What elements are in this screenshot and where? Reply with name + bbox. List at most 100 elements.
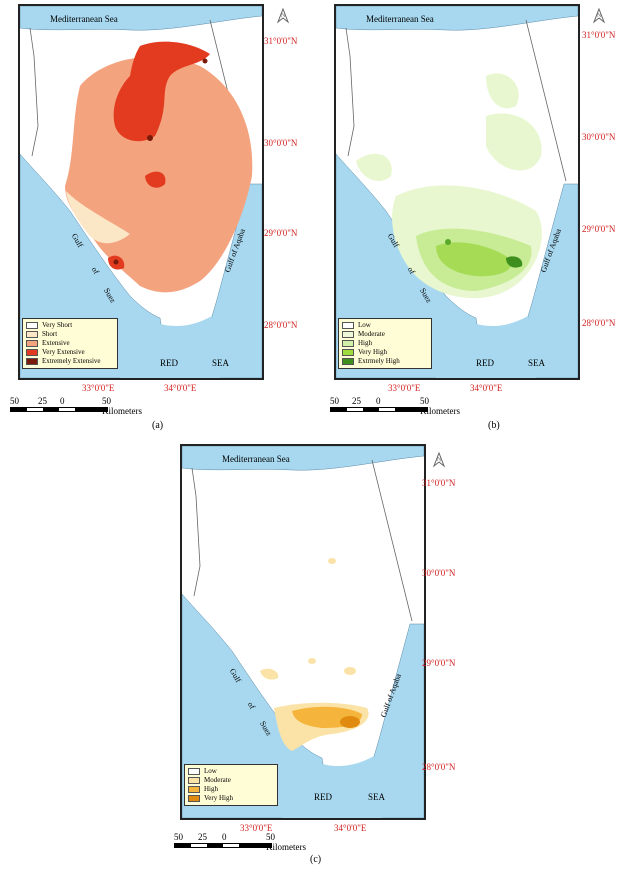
scale-numbers: 50 25 0 50 Kilometers bbox=[330, 396, 460, 416]
mediterranean-label: Mediterranean Sea bbox=[50, 14, 118, 24]
scale-km: 50 Kilometers bbox=[420, 396, 460, 416]
legend-swatch bbox=[342, 322, 354, 329]
legend-row: Moderate bbox=[188, 776, 274, 785]
mediterranean-label: Mediterranean Sea bbox=[222, 454, 290, 464]
map-frame-c: Mediterranean Sea Gulf of Suez Gulf of A… bbox=[180, 444, 426, 820]
map-frame-a: Mediterranean Sea Gulf of Suez Gulf of A… bbox=[18, 4, 264, 380]
zone-moderate-1 bbox=[486, 73, 519, 109]
zone-moderate-4 bbox=[260, 668, 279, 680]
sinai-border bbox=[345, 19, 567, 182]
gulf-of-aqaba bbox=[371, 623, 424, 818]
panel-a: Mediterranean Sea Gulf of Suez Gulf of A… bbox=[0, 0, 320, 440]
legend-row: Very High bbox=[342, 348, 428, 357]
map-a bbox=[20, 6, 262, 378]
red-label: RED bbox=[476, 358, 494, 368]
lon-34: 34°0'0"E bbox=[164, 383, 197, 393]
red-label: RED bbox=[160, 358, 178, 368]
zone-moderate-2 bbox=[308, 658, 316, 664]
legend-label: Low bbox=[358, 321, 371, 329]
legend-label: Moderate bbox=[204, 776, 231, 784]
legend-swatch bbox=[26, 358, 38, 365]
legend-swatch bbox=[26, 349, 38, 356]
legend-label: High bbox=[204, 785, 218, 793]
red-sea bbox=[282, 746, 382, 818]
mediterranean-sea bbox=[20, 6, 262, 31]
legend-swatch bbox=[26, 331, 38, 338]
lat-31: 31°0'0"N bbox=[582, 30, 616, 40]
red-sea bbox=[120, 306, 220, 378]
map-frame-b: Mediterranean Sea Gulf of Suez Gulf of A… bbox=[334, 4, 580, 380]
scale-0: 0 bbox=[60, 396, 65, 406]
legend-label: Very Short bbox=[42, 321, 73, 329]
zone-extreme-1 bbox=[506, 256, 523, 268]
lat-30: 30°0'0"N bbox=[582, 132, 616, 142]
mediterranean-label: Mediterranean Sea bbox=[366, 14, 434, 24]
svg-text:N: N bbox=[597, 13, 602, 19]
scale-25: 25 bbox=[38, 396, 47, 406]
legend-swatch bbox=[26, 322, 38, 329]
lat-30: 30°0'0"N bbox=[422, 568, 456, 578]
lat-31: 31°0'0"N bbox=[264, 36, 298, 46]
lat-28: 28°0'0"N bbox=[264, 320, 298, 330]
zone-moderate-3 bbox=[356, 153, 392, 181]
zone-very-extensive-1 bbox=[113, 41, 210, 142]
caption-b: (b) bbox=[488, 420, 500, 431]
lon-33: 33°0'0"E bbox=[240, 823, 273, 833]
lon-34: 34°0'0"E bbox=[334, 823, 367, 833]
lat-29: 29°0'0"N bbox=[264, 228, 298, 238]
legend-label: Low bbox=[204, 767, 217, 775]
zone-extreme-2 bbox=[202, 58, 208, 64]
zone-moderate-2 bbox=[486, 113, 542, 171]
north-arrow-icon: N bbox=[432, 451, 446, 470]
legend-row: Very High bbox=[188, 794, 274, 803]
scale-50: 50 bbox=[174, 832, 183, 842]
legend-swatch bbox=[188, 795, 200, 802]
scale-bar-c: 50 25 0 50 Kilometers bbox=[174, 832, 306, 852]
sea-label: SEA bbox=[212, 358, 230, 368]
red-label: RED bbox=[314, 792, 332, 802]
scale-track bbox=[10, 407, 108, 412]
legend-label: Extremely Extensive bbox=[42, 357, 101, 365]
lat-29: 29°0'0"N bbox=[582, 224, 616, 234]
legend-swatch bbox=[188, 786, 200, 793]
north-arrow-icon: N bbox=[276, 7, 290, 26]
gulf-of-aqaba bbox=[525, 183, 578, 378]
zone-extreme-2 bbox=[445, 239, 451, 245]
lat-30: 30°0'0"N bbox=[264, 138, 298, 148]
legend-row: Very Extensive bbox=[26, 348, 114, 357]
scale-km: 50 Kilometers bbox=[102, 396, 142, 416]
zone-very-high-1 bbox=[340, 716, 360, 728]
scale-km: 50 Kilometers bbox=[266, 832, 306, 852]
legend-swatch bbox=[342, 349, 354, 356]
lon-33: 33°0'0"E bbox=[388, 383, 421, 393]
legend-c: Low Moderate High Very High bbox=[184, 764, 278, 806]
svg-text:N: N bbox=[437, 457, 442, 463]
scale-bar-a: 50 25 0 50 Kilometers bbox=[10, 396, 142, 416]
legend-label: Very Extensive bbox=[42, 348, 85, 356]
legend-label: High bbox=[358, 339, 372, 347]
legend-row: Extremely Extensive bbox=[26, 357, 114, 366]
zone-moderate-1 bbox=[328, 558, 336, 564]
sinai-border bbox=[191, 459, 413, 622]
legend-row: High bbox=[188, 785, 274, 794]
legend-row: Extrmely High bbox=[342, 357, 428, 366]
legend-label: Very High bbox=[358, 348, 387, 356]
zone-moderate-3 bbox=[344, 667, 356, 675]
scale-numbers: 50 25 0 50 Kilometers bbox=[10, 396, 142, 416]
legend-swatch bbox=[342, 331, 354, 338]
lat-28: 28°0'0"N bbox=[422, 762, 456, 772]
caption-c: (c) bbox=[310, 854, 322, 865]
legend-row: Extensive bbox=[26, 339, 114, 348]
legend-row: Short bbox=[26, 330, 114, 339]
legend-swatch bbox=[342, 340, 354, 347]
legend-label: Extrmely High bbox=[358, 357, 400, 365]
scale-bar-b: 50 25 0 50 Kilometers bbox=[330, 396, 460, 416]
legend-label: Very High bbox=[204, 794, 233, 802]
zone-very-high-1 bbox=[436, 242, 512, 277]
scale-50: 50 bbox=[10, 396, 19, 406]
scale-track bbox=[330, 407, 428, 412]
caption-a: (a) bbox=[152, 420, 164, 431]
panel-c: Mediterranean Sea Gulf of Suez Gulf of A… bbox=[160, 440, 480, 870]
legend-label: Short bbox=[42, 330, 58, 338]
lat-29: 29°0'0"N bbox=[422, 658, 456, 668]
